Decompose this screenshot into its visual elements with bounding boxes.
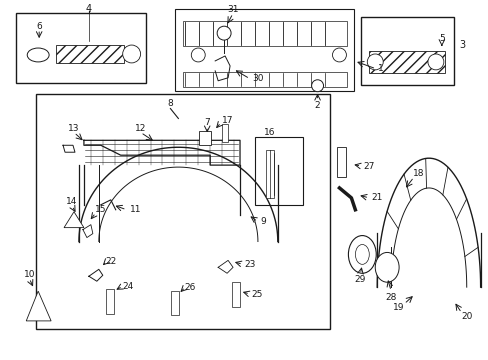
Ellipse shape — [27, 48, 49, 62]
Text: 22: 22 — [105, 257, 116, 266]
Text: 3: 3 — [459, 40, 465, 50]
Text: 10: 10 — [23, 270, 35, 279]
Bar — [16, 13, 145, 83]
Text: 30: 30 — [252, 74, 263, 83]
Text: 1: 1 — [378, 64, 383, 73]
Circle shape — [332, 48, 346, 62]
Text: 8: 8 — [167, 99, 173, 108]
Circle shape — [217, 26, 231, 40]
Bar — [254, 137, 302, 205]
Text: 2: 2 — [314, 101, 320, 110]
Text: 12: 12 — [135, 124, 146, 133]
Bar — [232, 282, 240, 307]
Bar — [183, 72, 346, 87]
Bar — [56, 45, 123, 63]
Text: 20: 20 — [460, 312, 471, 321]
Text: 28: 28 — [385, 293, 396, 302]
Bar — [265, 150, 273, 198]
Bar — [105, 289, 114, 314]
Text: 26: 26 — [184, 283, 196, 292]
Text: 31: 31 — [227, 5, 238, 14]
Text: 17: 17 — [222, 116, 233, 125]
Bar — [368, 51, 444, 73]
Bar — [337, 147, 346, 177]
Text: 5: 5 — [438, 33, 444, 42]
Circle shape — [311, 80, 323, 92]
Text: 25: 25 — [251, 289, 262, 298]
Bar — [175, 9, 354, 91]
Text: 24: 24 — [122, 282, 133, 291]
Text: 14: 14 — [66, 197, 78, 206]
Text: 23: 23 — [244, 260, 255, 269]
Bar — [183, 21, 346, 46]
Bar — [36, 94, 329, 329]
Polygon shape — [26, 291, 51, 321]
Text: 9: 9 — [260, 217, 265, 226]
Bar — [171, 291, 179, 315]
Bar — [199, 131, 211, 145]
Circle shape — [427, 54, 443, 70]
Circle shape — [122, 45, 141, 63]
Text: 27: 27 — [363, 162, 374, 171]
Ellipse shape — [355, 244, 368, 264]
Polygon shape — [64, 212, 84, 228]
Bar — [222, 125, 227, 142]
Text: 13: 13 — [68, 124, 80, 133]
Ellipse shape — [347, 235, 375, 273]
Text: 29: 29 — [354, 275, 366, 284]
Bar — [361, 17, 453, 85]
Text: 15: 15 — [95, 205, 106, 214]
Text: 21: 21 — [371, 193, 382, 202]
Text: 4: 4 — [86, 4, 92, 14]
Circle shape — [191, 48, 205, 62]
Text: 16: 16 — [264, 128, 275, 137]
Ellipse shape — [374, 252, 398, 282]
Circle shape — [366, 54, 383, 70]
Text: 18: 18 — [412, 168, 424, 177]
Text: 7: 7 — [204, 118, 210, 127]
Text: 19: 19 — [392, 302, 404, 311]
Text: 6: 6 — [36, 22, 42, 31]
Text: 11: 11 — [130, 205, 141, 214]
